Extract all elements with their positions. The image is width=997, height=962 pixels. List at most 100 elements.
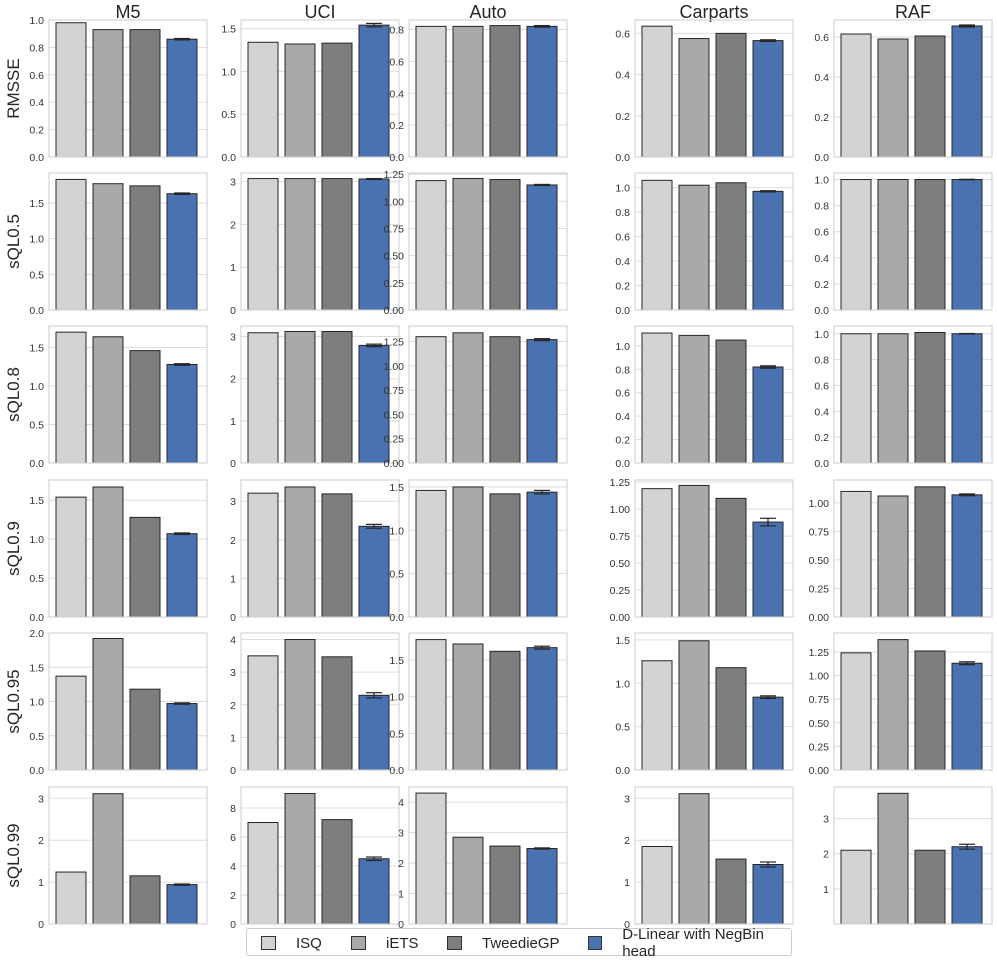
panel-frame-raf-sql0-9 [833, 479, 993, 618]
y-tick-label: 0.6 [814, 380, 829, 392]
bar-tweediegp [129, 516, 161, 618]
y-tick-label: 0.50 [809, 555, 830, 567]
y-tick-label: 0.4 [814, 72, 829, 84]
bar-tweediegp [129, 185, 161, 311]
panel-frame-m5-sql0-9 [48, 479, 208, 618]
panel-frame-uci-sql0-95 [240, 632, 400, 771]
legend-label-iets: iETS [386, 934, 419, 952]
bar-tweediegp [129, 350, 161, 464]
y-tick-label: 0.0 [389, 152, 404, 164]
y-tick-label: 1.5 [389, 655, 404, 667]
bar-tweediegp [489, 336, 521, 464]
y-tick-label: 1 [398, 889, 404, 901]
bar-iets [877, 179, 909, 311]
bar-iets [452, 177, 484, 311]
bar-isq [415, 489, 447, 618]
y-tick-label: 3 [38, 793, 44, 805]
bar-isq [55, 496, 87, 618]
y-tick-label: 1.0 [221, 66, 236, 78]
panel-frame-auto-sql0-95 [408, 632, 568, 771]
panel-frame-uci-rmsse [240, 19, 400, 158]
y-tick-label: 0 [398, 919, 404, 931]
y-tick-label: 2 [230, 374, 236, 386]
bar-isq [415, 25, 447, 158]
bar-isq [55, 22, 87, 158]
y-tick-label: 1 [230, 732, 236, 744]
y-tick-label: 1 [230, 416, 236, 428]
bar-iets [92, 29, 124, 158]
y-tick-label: 3 [624, 793, 630, 805]
y-tick-label: 0.5 [389, 728, 404, 740]
y-tick-label: 0.2 [615, 435, 630, 447]
y-tick-label: 1.0 [29, 15, 44, 27]
y-tick-label: 6 [230, 832, 236, 844]
y-tick-label: 0.5 [29, 269, 44, 281]
y-tick-label: 0.00 [384, 458, 405, 470]
bar-iets [678, 640, 710, 771]
y-tick-label: 0.4 [29, 97, 44, 109]
y-tick-label: 1.00 [809, 671, 830, 683]
bar-isq [415, 336, 447, 464]
bar-isq [840, 490, 872, 618]
bar-iets [678, 793, 710, 925]
panel-frame-auto-sql0-5 [408, 172, 568, 311]
panel-frame-raf-sql0-95 [833, 632, 993, 771]
y-tick-label: 0 [230, 458, 236, 470]
y-tick-label: 1.00 [384, 361, 405, 373]
panel-frame-uci-sql0-9 [240, 479, 400, 618]
y-tick-label: 0.00 [809, 612, 830, 624]
legend-swatch-iets [351, 936, 366, 950]
y-tick-label: 1 [38, 877, 44, 889]
bar-tweediegp [321, 42, 353, 158]
y-tick-label: 2 [230, 219, 236, 231]
bar-iets [92, 793, 124, 925]
panel-frame-raf-sql0-8 [833, 325, 993, 464]
bar-d-linear-with-negbin-head [752, 190, 784, 311]
y-tick-label: 0.5 [29, 573, 44, 585]
y-tick-label: 0.0 [29, 458, 44, 470]
legend-item-dlinear: D-Linear with NegBin head [588, 926, 791, 960]
bar-tweediegp [715, 667, 747, 771]
bar-isq [55, 331, 87, 464]
y-tick-label: 0.4 [814, 406, 829, 418]
column-title-m5: M5 [115, 2, 140, 22]
y-tick-label: 0.5 [221, 109, 236, 121]
y-tick-label: 0.50 [384, 251, 405, 263]
bar-d-linear-with-negbin-head [526, 25, 558, 158]
y-tick-label: 0.5 [29, 731, 44, 743]
y-tick-label: 1.00 [384, 196, 405, 208]
y-tick-label: 2 [823, 849, 829, 861]
bar-iets [92, 336, 124, 464]
bar-iets [877, 792, 909, 925]
y-tick-label: 0.2 [814, 432, 829, 444]
bar-iets [284, 639, 316, 771]
panel-frame-uci-sql0-8 [240, 325, 400, 464]
bar-d-linear-with-negbin-head [166, 38, 198, 158]
y-tick-label: 1.0 [615, 678, 630, 690]
y-tick-label: 1.0 [814, 329, 829, 341]
y-tick-label: 1.5 [29, 198, 44, 210]
panel-frame-m5-sql0-5 [48, 172, 208, 311]
bar-isq [641, 332, 673, 464]
y-tick-label: 0.6 [814, 32, 829, 44]
bar-iets [284, 330, 316, 464]
y-tick-label: 1.0 [29, 381, 44, 393]
panel-frame-uci-sql0-5 [240, 172, 400, 311]
panel-frame-raf-sql0-99 [833, 786, 993, 925]
y-tick-label: 0.25 [384, 434, 405, 446]
y-tick-label: 0 [230, 612, 236, 624]
panel-frame-auto-sql0-9 [408, 479, 568, 618]
bar-d-linear-with-negbin-head [358, 344, 390, 464]
bar-d-linear-with-negbin-head [358, 858, 390, 925]
column-title-auto: Auto [469, 2, 506, 22]
panel-frame-m5-rmsse [48, 19, 208, 158]
y-tick-label: 0.25 [610, 585, 631, 597]
y-tick-label: 0.50 [384, 409, 405, 421]
bar-tweediegp [321, 493, 353, 618]
y-tick-label: 0.2 [615, 111, 630, 123]
y-tick-label: 0.50 [610, 558, 631, 570]
bar-isq [247, 332, 279, 464]
bar-d-linear-with-negbin-head [166, 533, 198, 618]
bar-d-linear-with-negbin-head [526, 491, 558, 618]
bar-tweediegp [715, 32, 747, 158]
